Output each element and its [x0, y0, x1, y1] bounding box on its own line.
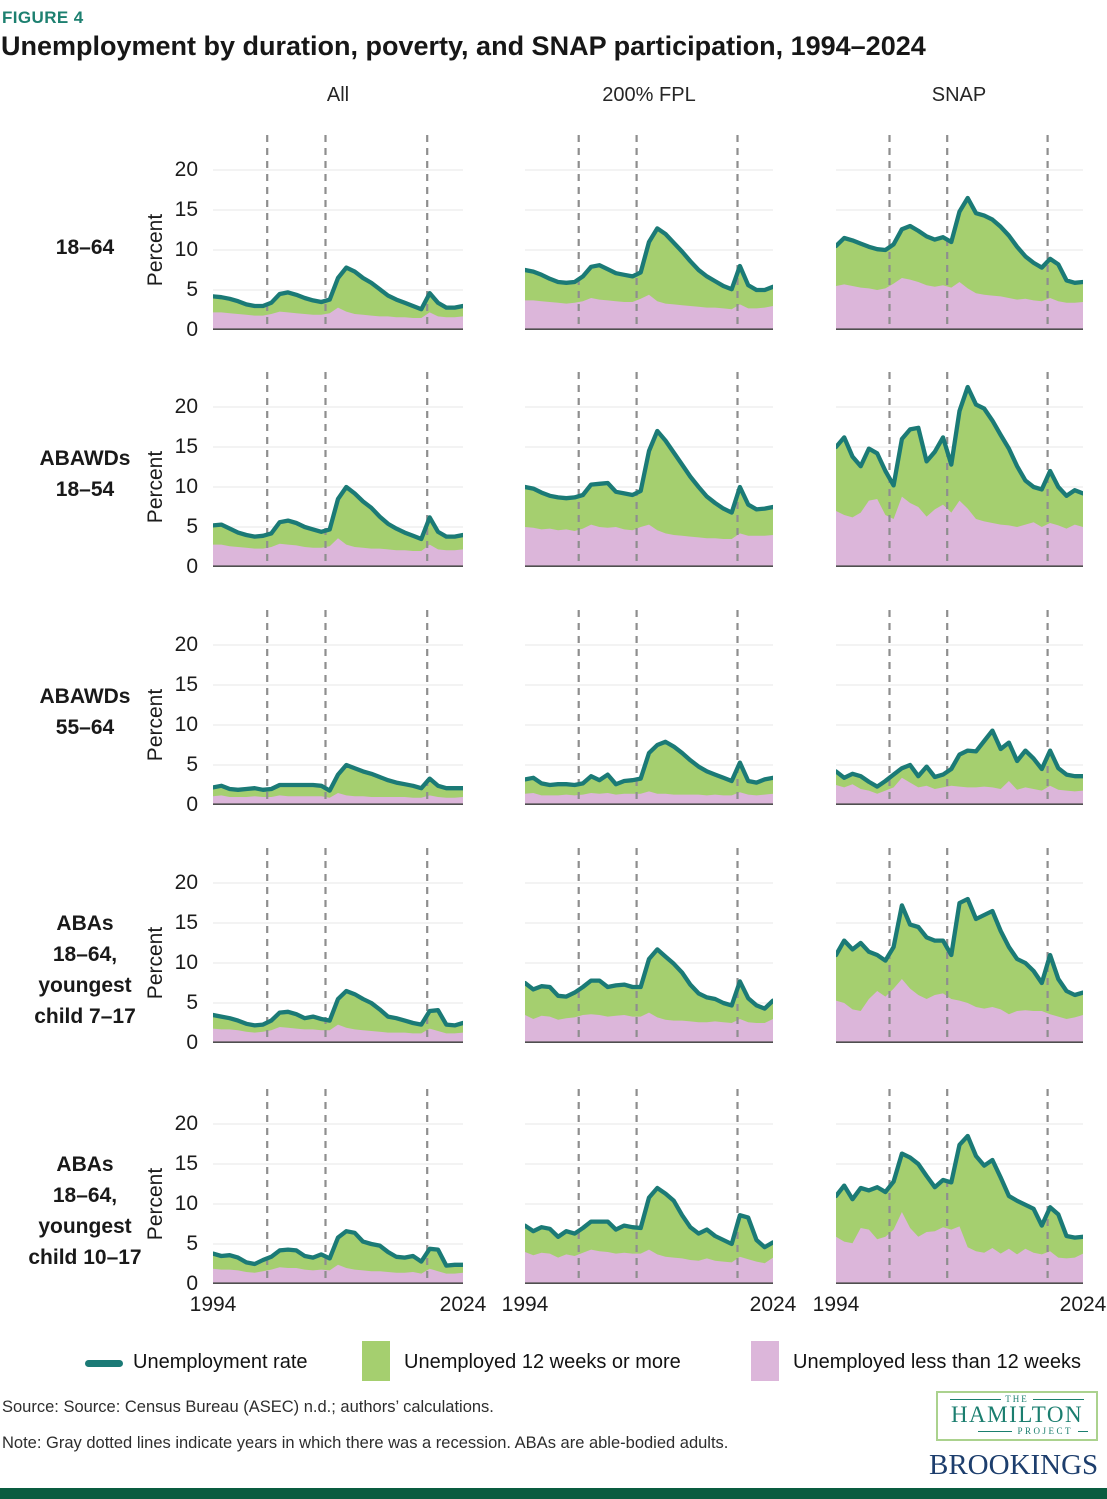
hamilton-logo-name: HAMILTON [950, 1402, 1084, 1427]
row-label-abas-child-7-17: ABAs 18–64, youngest child 7–17 [34, 912, 136, 1028]
hamilton-logo-the: THE [1005, 1394, 1029, 1404]
y-axis-ticks: 0 5 10 15 20 [174, 158, 198, 341]
hamilton-logo-the-row: THE [938, 1394, 1096, 1404]
y-axis-ticks: 0 5 10 15 20 [174, 871, 198, 1054]
x-tick-2024: 2024 [1059, 1293, 1107, 1316]
chart-abas-10-17-snap [833, 1089, 1086, 1284]
legend-label-unemployment-rate: Unemployment rate [133, 1351, 308, 1373]
brookings-logo: BROOKINGS [929, 1449, 1099, 1481]
source-text: Source: Source: Census Bureau (ASEC) n.d… [2, 1398, 494, 1416]
chart-abas-7-17-snap [833, 848, 1086, 1043]
column-header-snap: SNAP [931, 84, 987, 106]
y-axis-ticks: 0 5 10 15 20 [174, 395, 198, 578]
footer-bar [0, 1488, 1107, 1499]
hamilton-project-logo: THE HAMILTON PROJECT [936, 1391, 1098, 1441]
note-text: Note: Gray dotted lines indicate years i… [2, 1434, 729, 1452]
chart-abawds-55-64-snap [833, 610, 1086, 805]
chart-abawds-18-54-snap [833, 372, 1086, 567]
chart-abawds-55-64-200fpl [522, 610, 776, 805]
row-label-abas-child-10-17: ABAs 18–64, youngest child 10–17 [28, 1153, 142, 1269]
x-tick-2024: 2024 [439, 1293, 487, 1316]
figure-number: FIGURE 4 [2, 8, 84, 27]
column-header-200fpl: 200% FPL [602, 84, 696, 106]
row-label-18-64: 18–64 [55, 236, 115, 259]
chart-abas-7-17-200fpl [522, 848, 776, 1043]
logo-rule [978, 1430, 1013, 1432]
chart-abas-7-17-all [210, 848, 466, 1043]
y-axis-ticks: 0 5 10 15 20 [174, 633, 198, 816]
legend-label-12-weeks-or-more: Unemployed 12 weeks or more [404, 1351, 681, 1373]
figure-title: Unemployment by duration, poverty, and S… [1, 31, 926, 61]
chart-abawds-55-64-all [210, 610, 466, 805]
chart-abas-10-17-200fpl [522, 1089, 776, 1284]
chart-abawds-18-54-all [210, 372, 466, 567]
x-tick-1994: 1994 [812, 1293, 860, 1316]
chart-18-64-all [210, 135, 466, 330]
legend-line-swatch [85, 1360, 123, 1367]
row-label-abawds-55-64: ABAWDs 55–64 [39, 685, 131, 739]
hamilton-logo-project-row: PROJECT [938, 1426, 1096, 1436]
x-tick-1994: 1994 [189, 1293, 237, 1316]
chart-18-64-200fpl [522, 135, 776, 330]
x-tick-1994: 1994 [501, 1293, 549, 1316]
logo-rule [1078, 1430, 1088, 1432]
legend-green-swatch [362, 1341, 390, 1381]
legend-label-less-than-12-weeks: Unemployed less than 12 weeks [793, 1351, 1081, 1373]
chart-18-64-snap [833, 135, 1086, 330]
x-tick-2024: 2024 [749, 1293, 797, 1316]
hamilton-logo-project: PROJECT [1017, 1426, 1073, 1436]
column-header-all: All [326, 84, 350, 106]
legend-pink-swatch [751, 1341, 779, 1381]
logo-rule [1032, 1398, 1084, 1400]
logo-rule [950, 1398, 1002, 1400]
y-axis-ticks: 0 5 10 15 20 [174, 1112, 198, 1295]
chart-abas-10-17-all [210, 1089, 466, 1284]
row-label-abawds-18-54: ABAWDs 18–54 [39, 447, 131, 501]
chart-abawds-18-54-200fpl [522, 372, 776, 567]
